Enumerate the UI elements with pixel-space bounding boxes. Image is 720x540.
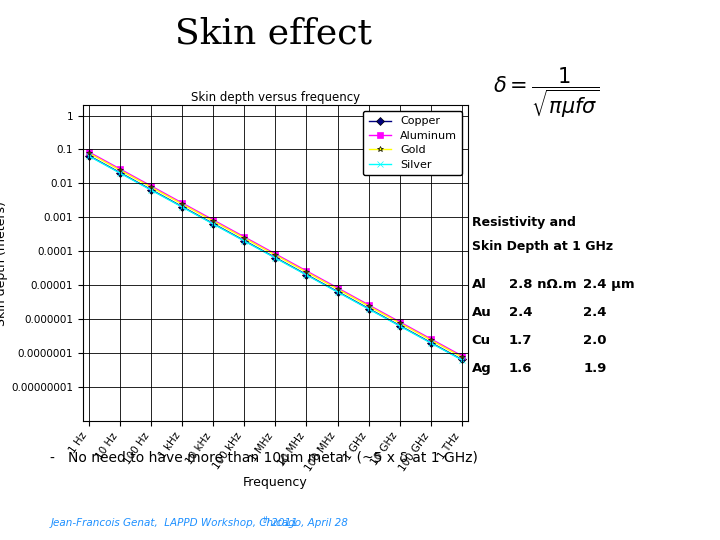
Silver: [364, 306, 373, 312]
Gold: [178, 201, 186, 207]
Aluminum: [364, 302, 373, 308]
Copper: [333, 288, 342, 295]
Copper: [147, 186, 156, 193]
Silver: [395, 323, 404, 329]
Copper: [85, 152, 94, 159]
Legend: Copper, Aluminum, Gold, Silver: Copper, Aluminum, Gold, Silver: [363, 111, 462, 176]
Gold: [147, 184, 156, 191]
Line: Copper: Copper: [86, 153, 464, 362]
Aluminum: [302, 268, 311, 274]
Text: Resistivity and: Resistivity and: [472, 216, 575, 229]
Text: 2.8 nΩ.m: 2.8 nΩ.m: [509, 278, 577, 291]
Gold: [364, 303, 373, 309]
Text: $\delta = \dfrac{1}{\sqrt{\pi\mu f\sigma}}$: $\delta = \dfrac{1}{\sqrt{\pi\mu f\sigma…: [493, 65, 600, 120]
Title: Skin depth versus frequency: Skin depth versus frequency: [191, 91, 360, 104]
Copper: [457, 356, 466, 363]
Text: 1.9: 1.9: [583, 362, 606, 375]
Copper: [116, 170, 125, 176]
Aluminum: [271, 251, 280, 257]
Gold: [116, 167, 125, 173]
Line: Silver: Silver: [86, 153, 464, 363]
Text: Cu: Cu: [472, 334, 491, 347]
Aluminum: [457, 353, 466, 359]
Text: Au: Au: [472, 306, 491, 319]
Aluminum: [240, 234, 248, 240]
Silver: [178, 204, 186, 211]
Text: Skin effect: Skin effect: [175, 16, 372, 50]
Gold: [85, 150, 94, 157]
Copper: [240, 238, 248, 244]
Aluminum: [426, 335, 435, 342]
Text: Skin Depth at 1 GHz: Skin Depth at 1 GHz: [472, 240, 613, 253]
Gold: [426, 337, 435, 343]
Text: 1.6: 1.6: [509, 362, 533, 375]
Silver: [209, 221, 217, 227]
Silver: [85, 153, 94, 159]
Copper: [395, 322, 404, 329]
Aluminum: [116, 166, 125, 172]
Gold: [240, 235, 248, 241]
Copper: [209, 220, 217, 227]
Silver: [240, 238, 248, 244]
Aluminum: [178, 200, 186, 206]
Line: Aluminum: Aluminum: [86, 149, 464, 359]
Text: 2.0: 2.0: [583, 334, 607, 347]
Copper: [302, 271, 311, 278]
Gold: [457, 354, 466, 360]
Gold: [271, 252, 280, 258]
Text: 2.4: 2.4: [583, 306, 607, 319]
Text: 1.7: 1.7: [509, 334, 532, 347]
Text: Jean-Francois Genat,  LAPPD Workshop, Chicago, April 28: Jean-Francois Genat, LAPPD Workshop, Chi…: [50, 518, 348, 528]
Aluminum: [85, 149, 94, 156]
Text: -   No need to have more than 10μm metal  (~5 x δ at 1 GHz): - No need to have more than 10μm metal (…: [50, 451, 478, 465]
Copper: [426, 339, 435, 346]
Text: 2.4: 2.4: [509, 306, 533, 319]
Copper: [271, 254, 280, 261]
Text: Al: Al: [472, 278, 487, 291]
Aluminum: [147, 183, 156, 189]
Gold: [333, 286, 342, 292]
Y-axis label: Skin depth (meters): Skin depth (meters): [0, 201, 9, 326]
Line: Gold: Gold: [86, 150, 464, 360]
Aluminum: [209, 217, 217, 223]
Silver: [302, 272, 311, 278]
Text: 2.4 μm: 2.4 μm: [583, 278, 635, 291]
Silver: [147, 187, 156, 193]
Gold: [209, 218, 217, 224]
Text: 2011: 2011: [268, 518, 297, 528]
Copper: [178, 204, 186, 210]
Silver: [457, 357, 466, 363]
Silver: [116, 170, 125, 177]
Text: th: th: [263, 516, 271, 525]
Silver: [333, 289, 342, 295]
Gold: [302, 269, 311, 275]
Aluminum: [395, 319, 404, 325]
Text: Ag: Ag: [472, 362, 491, 375]
Aluminum: [333, 285, 342, 291]
Silver: [426, 340, 435, 346]
Silver: [271, 255, 280, 261]
Gold: [395, 320, 404, 326]
X-axis label: Frequency: Frequency: [243, 476, 307, 489]
Copper: [364, 305, 373, 312]
